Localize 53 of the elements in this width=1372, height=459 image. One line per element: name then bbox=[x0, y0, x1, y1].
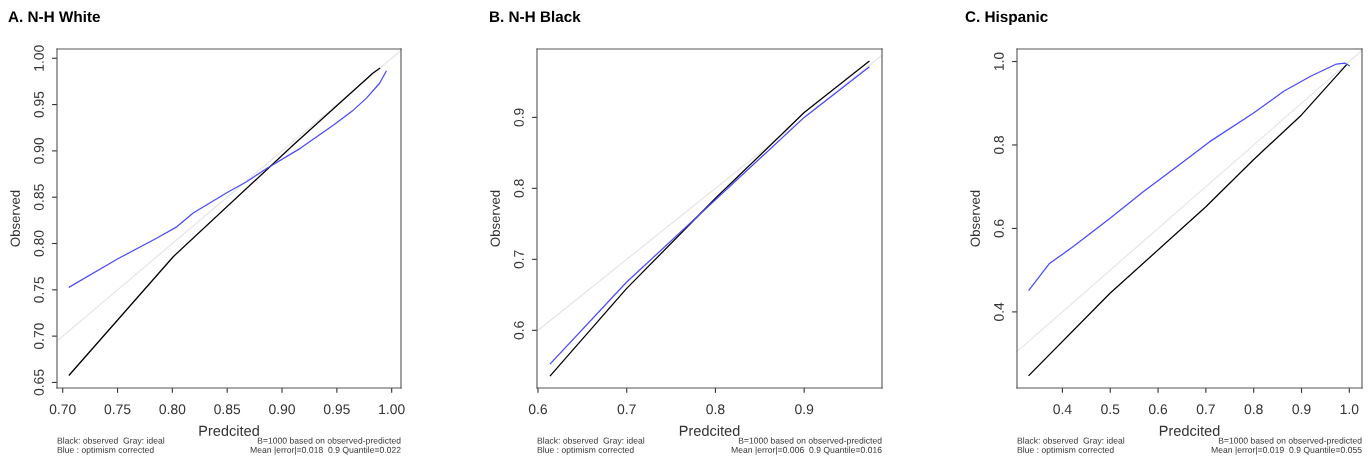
y-tick-label: 1.0 bbox=[994, 52, 1004, 71]
y-tick-label: 0.8 bbox=[994, 135, 1004, 155]
y-tick-label: 0.4 bbox=[994, 302, 1004, 321]
y-axis-title: Observed bbox=[970, 190, 980, 247]
line-series bbox=[68, 67, 381, 376]
y-tick-label: 0.9 bbox=[514, 108, 524, 127]
text: Black: observed Gray: ideal Blue : optimism corrected bbox=[537, 437, 645, 455]
x-axis-title: Predcited bbox=[199, 425, 259, 436]
y-tick-label: 0.65 bbox=[34, 369, 44, 396]
line-series bbox=[1028, 64, 1348, 376]
text: B=1000 based on observed-predicted Mean |error|=0.019 0.9 Quantile=0.055 bbox=[1211, 437, 1362, 455]
y-axis-title: Observed bbox=[490, 190, 500, 247]
x-tick-label: 0.90 bbox=[269, 404, 295, 415]
y-tick-label: 0.8 bbox=[514, 179, 524, 198]
x-tick-label: 1.00 bbox=[379, 404, 405, 415]
text: Black: observed Gray: ideal Blue : optimism corrected bbox=[57, 437, 165, 455]
x-tick-label: 0.9 bbox=[795, 404, 814, 415]
y-tick-label: 0.70 bbox=[34, 323, 44, 350]
x-tick-label: 0.8 bbox=[1244, 404, 1263, 415]
y-tick-label: 0.80 bbox=[34, 230, 44, 257]
chart-title: A. N-H White bbox=[8, 10, 100, 23]
line-series bbox=[1028, 62, 1350, 291]
x-tick-label: 0.85 bbox=[214, 404, 241, 415]
x-tick-label: 0.9 bbox=[1292, 404, 1311, 415]
y-tick-label: 0.75 bbox=[34, 276, 44, 303]
y-tick-label: 1.00 bbox=[34, 45, 44, 71]
y-axis-title: Observed bbox=[10, 190, 20, 247]
x-tick-label: 0.8 bbox=[706, 404, 725, 415]
x-tick-label: 0.7 bbox=[1196, 404, 1215, 415]
x-tick-label: 0.75 bbox=[104, 404, 131, 415]
line-series bbox=[68, 70, 387, 288]
x-tick-label: 0.6 bbox=[528, 404, 548, 415]
text: Black: observed Gray: ideal Blue : optimism corrected bbox=[1017, 437, 1125, 455]
x-tick-label: 0.7 bbox=[617, 404, 636, 415]
y-tick-label: 0.7 bbox=[514, 250, 524, 269]
y-tick-label: 0.6 bbox=[514, 321, 524, 340]
x-tick-label: 0.80 bbox=[159, 404, 186, 415]
y-tick-label: 0.90 bbox=[34, 137, 44, 164]
text: B=1000 based on observed-predicted Mean |error|=0.006 0.9 Quantile=0.016 bbox=[731, 437, 882, 455]
x-axis-title: Predcited bbox=[1159, 425, 1220, 436]
x-tick-label: 0.6 bbox=[1148, 404, 1168, 415]
chart-title: C. Hispanic bbox=[965, 10, 1048, 26]
x-tick-label: 0.70 bbox=[49, 404, 76, 415]
x-tick-label: 1.0 bbox=[1340, 404, 1359, 415]
x-tick-label: 0.95 bbox=[323, 404, 350, 415]
y-tick-label: 0.95 bbox=[34, 91, 44, 118]
x-tick-label: 0.4 bbox=[1053, 404, 1072, 415]
y-tick-label: 0.85 bbox=[34, 184, 44, 211]
y-tick-label: 0.6 bbox=[994, 219, 1004, 238]
x-axis-title: Predcited bbox=[679, 425, 740, 436]
chart-title: B. N-H Black bbox=[490, 10, 581, 23]
x-tick-label: 0.5 bbox=[1101, 404, 1120, 415]
text: B=1000 based on observed-predicted Mean |error|=0.018 0.9 Quantile=0.022 bbox=[250, 437, 401, 455]
